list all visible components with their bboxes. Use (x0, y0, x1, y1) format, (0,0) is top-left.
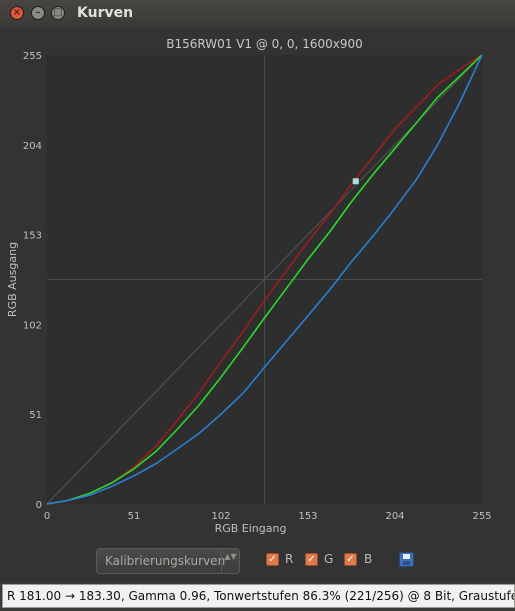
updown-arrows-icon: ▲▼ (221, 549, 239, 573)
window-title: Kurven (77, 5, 134, 21)
checkbox-r-label: R (285, 552, 294, 566)
x-tick-label: 255 (472, 511, 491, 522)
maximize-button[interactable]: □ (51, 6, 65, 20)
y-tick-label: 204 (23, 141, 42, 152)
curves-chart: B156RW01 V1 @ 0, 0, 1600x900 0 51 102 153 204… (6, 37, 492, 535)
checkbox-g-label: G (324, 552, 334, 566)
chart-title: B156RW01 V1 @ 0, 0, 1600x900 (166, 37, 362, 51)
y-tick-label: 153 (23, 231, 42, 242)
checkbox-b[interactable]: ✓ (344, 553, 357, 566)
dropdown-label: Kalibrierungskurven (105, 554, 226, 568)
calibration-curves-dropdown[interactable]: Kalibrierungskurven ▲▼ (96, 548, 240, 574)
checkbox-r[interactable]: ✓ (266, 553, 279, 566)
controls-bar: Kalibrierungskurven ▲▼ ✓ R ✓ G ✓ B (0, 548, 515, 576)
curve-green (46, 54, 483, 505)
x-axis-label: RGB Eingang (215, 522, 287, 535)
x-tick-label: 0 (44, 511, 50, 522)
x-tick-label: 204 (385, 511, 404, 522)
x-tick-label: 51 (128, 511, 141, 522)
status-text: R 181.00 → 183.30, Gamma 0.96, Tonwertst… (7, 589, 515, 603)
save-icon[interactable] (399, 552, 414, 567)
status-bar: R 181.00 → 183.30, Gamma 0.96, Tonwertst… (2, 584, 515, 608)
y-tick-label: 255 (23, 51, 42, 62)
x-tick-label: 153 (298, 511, 317, 522)
checkbox-g[interactable]: ✓ (305, 553, 318, 566)
checkbox-b-label: B (364, 552, 373, 566)
title-bar: × – □ Kurven (0, 0, 515, 29)
minimize-button[interactable]: – (31, 6, 45, 20)
y-tick-label: 0 (36, 500, 42, 511)
curve-blue (46, 54, 483, 505)
y-tick-label: 51 (29, 410, 42, 421)
close-button[interactable]: × (10, 6, 24, 20)
y-axis-label: RGB Ausgang (6, 242, 19, 317)
y-tick-label: 102 (23, 320, 42, 331)
x-tick-label: 102 (211, 511, 230, 522)
curve-marker (352, 178, 359, 185)
